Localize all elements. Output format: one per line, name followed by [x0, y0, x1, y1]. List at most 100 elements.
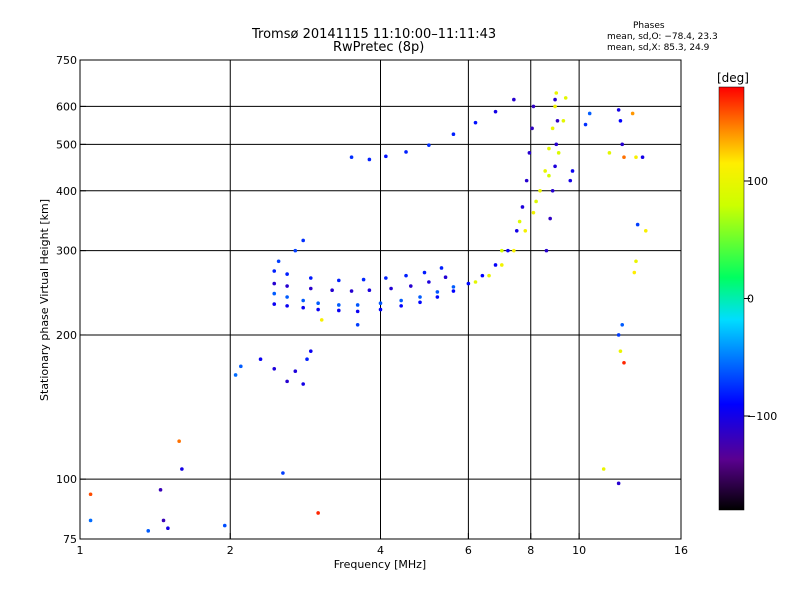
data-point: [161, 518, 166, 523]
phase-heading: Phases: [633, 21, 665, 31]
data-point: [570, 169, 575, 173]
data-point: [301, 305, 305, 310]
phase-summary: Phases mean, sd,O: −78.4, 23.3 mean, sd,…: [607, 21, 718, 54]
data-point: [389, 286, 393, 291]
data-point: [435, 290, 440, 294]
data-point: [632, 270, 637, 275]
data-point: [293, 248, 298, 253]
data-point: [88, 492, 93, 497]
y-tick-label: 600: [56, 100, 77, 113]
data-point: [531, 104, 536, 109]
phase-x-stats: mean, sd,X: 85.3, 24.9: [607, 43, 710, 53]
colorbar: [718, 86, 745, 511]
data-point: [319, 318, 324, 322]
data-point: [422, 270, 427, 275]
data-point: [367, 288, 372, 293]
data-point: [330, 288, 334, 293]
data-point: [512, 248, 516, 253]
data-point: [166, 526, 170, 530]
data-point: [272, 281, 277, 286]
data-point: [530, 126, 534, 131]
data-point: [180, 467, 184, 471]
x-tick-label: 10: [572, 544, 586, 557]
grid-lines: [80, 60, 681, 539]
data-point: [316, 307, 320, 312]
data-point: [88, 518, 93, 523]
data-point: [337, 278, 341, 283]
data-point: [487, 273, 491, 278]
data-point: [404, 150, 408, 154]
data-point: [301, 238, 305, 243]
data-point: [531, 210, 536, 215]
data-point: [355, 323, 360, 327]
data-point: [563, 96, 568, 100]
data-point: [480, 273, 485, 278]
x-tick-label: 6: [465, 544, 472, 557]
data-point: [640, 155, 645, 160]
data-point: [583, 122, 588, 127]
data-point: [561, 118, 566, 123]
data-point: [258, 357, 263, 362]
data-point: [308, 286, 313, 291]
data-point: [524, 178, 529, 183]
data-point: [378, 307, 383, 312]
data-point: [630, 111, 635, 116]
data-point: [272, 269, 277, 273]
data-point: [233, 373, 238, 377]
data-point: [418, 295, 422, 299]
data-point: [435, 295, 440, 299]
data-point: [272, 366, 277, 371]
x-axis-label: Frequency [MHz]: [334, 558, 426, 571]
data-point: [618, 118, 623, 123]
data-point: [308, 349, 313, 353]
data-point: [538, 188, 542, 193]
data-point: [337, 303, 341, 307]
data-point: [439, 266, 444, 270]
data-point: [635, 222, 640, 227]
colorbar-tick-label: 0: [747, 293, 754, 306]
scatter-points: [88, 91, 648, 533]
y-axis-label: Stationary phase Virtual Height [km]: [38, 199, 51, 401]
data-point: [427, 280, 431, 284]
data-point: [399, 298, 403, 303]
data-point: [555, 118, 560, 123]
data-point: [568, 178, 573, 183]
data-point: [517, 219, 522, 224]
y-axis-ticks: 75 100 200 300 400 500 600 750: [56, 54, 86, 546]
colorbar-tick-label: −100: [747, 410, 777, 423]
data-point: [500, 263, 504, 267]
chart-subtitle: RwPretec (8p): [333, 40, 425, 55]
data-point: [285, 284, 289, 288]
data-point: [616, 481, 621, 486]
data-point: [158, 488, 163, 492]
data-point: [618, 349, 623, 353]
data-point: [305, 357, 309, 362]
data-point: [543, 169, 547, 173]
y-tick-label: 750: [56, 54, 77, 67]
data-point: [622, 155, 626, 160]
data-point: [616, 333, 621, 337]
x-tick-label: 4: [377, 544, 384, 557]
data-point: [547, 146, 551, 151]
data-point: [527, 151, 532, 155]
data-point: [349, 155, 354, 160]
data-point: [451, 289, 456, 293]
data-point: [316, 301, 320, 305]
data-point: [506, 248, 510, 253]
y-tick-label: 400: [56, 185, 77, 198]
data-point: [451, 285, 456, 289]
data-point: [272, 302, 277, 306]
data-point: [384, 276, 388, 280]
data-point: [293, 369, 298, 374]
data-point: [281, 471, 285, 475]
data-point: [553, 164, 557, 169]
data-point: [553, 97, 557, 102]
data-point: [418, 300, 422, 305]
y-tick-label: 100: [56, 473, 77, 486]
y-tick-label: 75: [63, 533, 77, 546]
data-point: [620, 323, 625, 327]
data-point: [473, 120, 478, 125]
data-point: [544, 248, 549, 253]
data-point: [301, 298, 305, 303]
